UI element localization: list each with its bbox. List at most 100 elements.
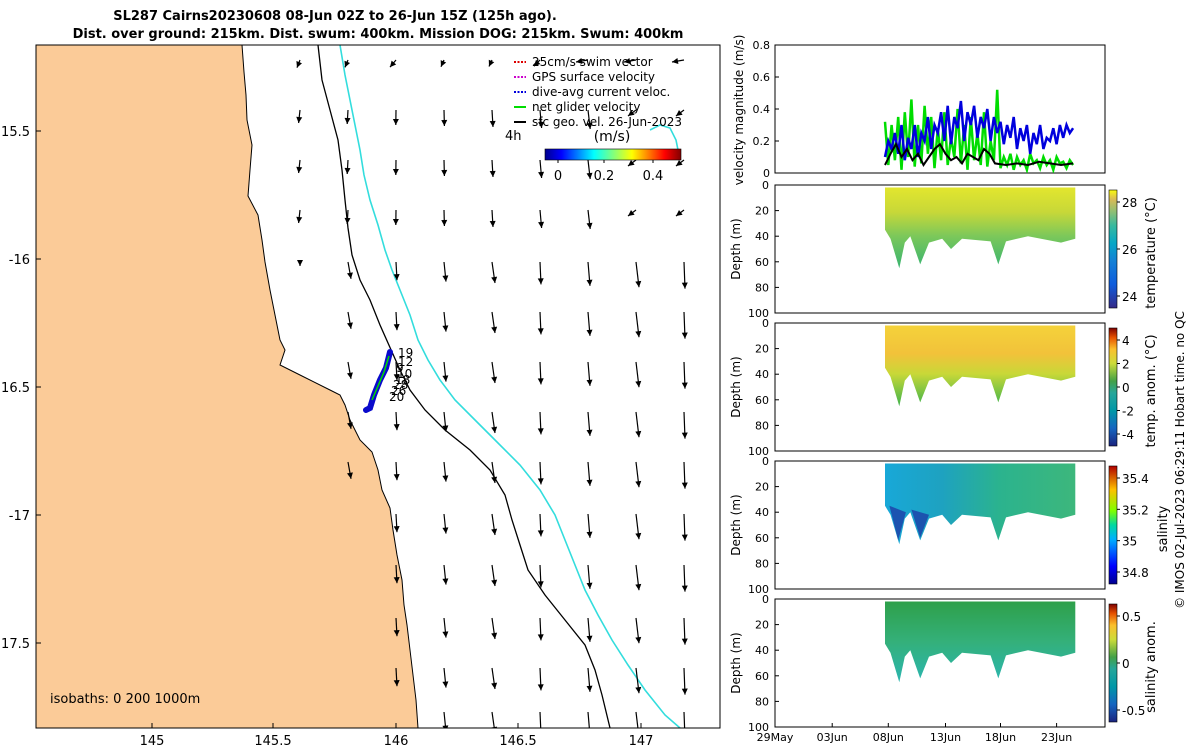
velocity-series xyxy=(883,100,1075,161)
velocity-arrow xyxy=(491,617,498,640)
velocity-arrow xyxy=(538,109,545,129)
map-x-tick-label: 146 xyxy=(384,734,409,749)
chart-subtitle: Dist. over ground: 215km. Dist. swum: 40… xyxy=(73,27,684,42)
velocity-arrow xyxy=(392,159,399,176)
velocity-arrow xyxy=(491,667,498,690)
depth-tick-label: 60 xyxy=(755,394,769,407)
colorbar-tick-label: -0.5 xyxy=(1122,704,1145,718)
velocity-arrow xyxy=(441,109,448,127)
velocity-arrow xyxy=(393,461,400,481)
depth-tick-label: 40 xyxy=(755,506,769,519)
velocity-arrow xyxy=(393,667,400,687)
depth-tick-label: 100 xyxy=(748,721,769,734)
depth-tick-label: 0 xyxy=(762,179,769,192)
velocity-arrow xyxy=(442,461,449,482)
colorbar-tick-label: 4 xyxy=(1122,334,1130,348)
salinity-low-patch xyxy=(889,505,906,541)
track-label: 18 xyxy=(395,373,410,387)
speed-colorbar xyxy=(544,148,682,161)
velocity-arrow xyxy=(537,564,544,588)
depth-tick-label: 80 xyxy=(755,695,769,708)
velocity-arrow xyxy=(675,209,685,217)
colorbar-tick-label: 0 xyxy=(1122,381,1130,395)
depth-tick-label: 100 xyxy=(748,445,769,458)
track-label: 12 xyxy=(398,355,413,369)
velocity-arrow xyxy=(344,209,351,225)
velocity-arrow xyxy=(442,411,449,432)
footer-credit: © IMOS 02-Jul-2023 06:29:11 Hobart time.… xyxy=(1173,311,1187,609)
depth-ylabel: Depth (m) xyxy=(729,218,743,279)
depth-ylabel: Depth (m) xyxy=(729,632,743,693)
velocity-y-tick-label: 0.8 xyxy=(753,39,771,52)
velocity-y-tick-label: 0.6 xyxy=(753,71,771,84)
colorbar-label: temp. anom. (°C) xyxy=(1144,334,1159,447)
panel-colorbar xyxy=(1108,465,1118,585)
colorbar-label: salinity xyxy=(1156,505,1171,552)
velocity-arrow xyxy=(681,361,688,389)
velocity-arrow xyxy=(393,411,400,431)
depth-tick-label: 100 xyxy=(748,307,769,320)
isobath-1000m xyxy=(339,45,681,728)
velocity-arrow xyxy=(393,617,400,637)
track-label: 28 xyxy=(393,378,408,392)
velocity-arrow xyxy=(539,711,542,728)
legend-label: GPS surface velocity xyxy=(532,70,655,84)
velocity-arrow xyxy=(683,711,686,728)
legend-label: 25cm/s swim vector xyxy=(532,55,653,69)
velocity-arrow xyxy=(392,209,399,226)
velocity-arrow xyxy=(627,209,637,217)
velocity-arrow xyxy=(538,159,545,179)
velocity-arrow xyxy=(635,361,642,388)
velocity-arrow xyxy=(442,311,449,332)
date-tick-label: 08Jun xyxy=(873,731,904,744)
isobath-200m xyxy=(317,45,611,728)
surface-velocity-arrows xyxy=(296,58,688,728)
profile-field xyxy=(885,187,1076,269)
velocity-panel: 0 0.2 0.4 0.6 0.8 velocity magnitude (m/s) xyxy=(732,35,1106,186)
velocity-ylabel: velocity magnitude (m/s) xyxy=(732,35,746,186)
map-y-tick-label: 16.5 xyxy=(1,381,30,396)
isobath-label: isobaths: 0 200 1000m xyxy=(50,692,200,707)
velocity-arrow xyxy=(392,109,399,126)
velocity-arrow xyxy=(635,667,642,694)
date-tick-label: 03Jun xyxy=(817,731,848,744)
depth-tick-label: 60 xyxy=(755,532,769,545)
colorbar-tick-label: 0 xyxy=(1122,657,1130,671)
velocity-arrow xyxy=(296,59,302,68)
velocity-arrow xyxy=(491,361,498,384)
depth-tick-label: 20 xyxy=(755,343,769,356)
track-label: 20 xyxy=(389,390,404,404)
date-tick-label: 23Jun xyxy=(1041,731,1072,744)
date-tick-label: 29May xyxy=(757,731,794,744)
map-y-tick-label: -17 xyxy=(9,509,30,524)
velocity-arrow xyxy=(491,311,498,334)
velocity-arrow xyxy=(489,209,496,228)
map-y-ticks: 15.5 -16 16.5 -17 17.5 xyxy=(1,125,41,652)
velocity-arrow xyxy=(442,361,449,382)
velocity-arrow xyxy=(681,513,688,541)
velocity-arrow xyxy=(344,59,351,68)
velocity-arrow xyxy=(586,617,593,642)
velocity-y-tick-label: 0.4 xyxy=(753,103,771,116)
colorbar-tick-label: -2 xyxy=(1122,405,1134,419)
velocity-arrow xyxy=(296,109,303,124)
velocity-arrow xyxy=(346,461,353,479)
velocity-arrow xyxy=(586,311,593,336)
velocity-arrow xyxy=(537,411,544,435)
panel-colorbar xyxy=(1108,189,1118,309)
map-x-tick-label: 147 xyxy=(629,734,654,749)
track-label: 9 xyxy=(396,361,404,375)
depth-tick-label: 0 xyxy=(762,455,769,468)
map-x-tick-label: 145 xyxy=(140,734,165,749)
velocity-arrow xyxy=(346,361,353,379)
velocity-arrow xyxy=(681,411,688,439)
depth-tick-label: 20 xyxy=(755,205,769,218)
velocity-arrow xyxy=(575,58,589,64)
velocity-arrow xyxy=(586,109,593,130)
date-tick-label: 18Jun xyxy=(985,731,1016,744)
colorbar-label: salinity anom. xyxy=(1144,621,1159,713)
velocity-arrow xyxy=(675,109,685,117)
velocity-arrow xyxy=(627,159,637,167)
